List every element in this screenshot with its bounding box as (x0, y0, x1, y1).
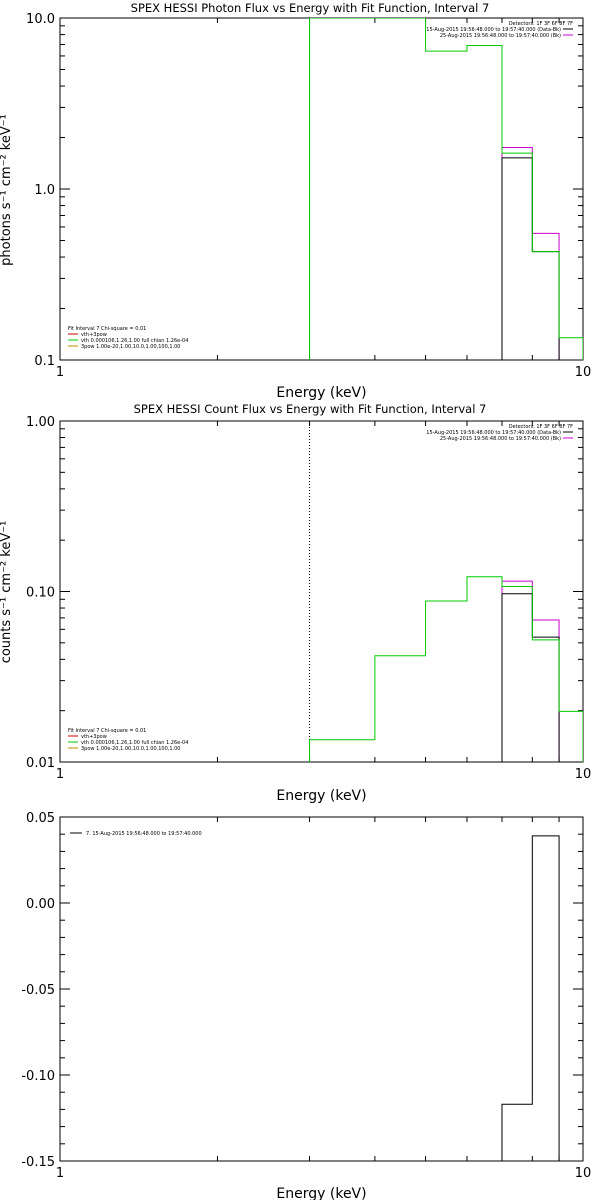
fit-legend-entry: vth+3pow (81, 332, 107, 338)
x-tick-label: 10 (575, 767, 592, 782)
x-tick-label: 1 (56, 365, 64, 380)
y-axis-label: counts s⁻¹ cm⁻² keV⁻¹ (0, 521, 14, 664)
y-axis: -0.15 -0.10 -0.05 0.00 0.05 (21, 811, 583, 1170)
time-range-legend-entry: 15-Aug-2015 19:56:48.000 to 19:57:40.000… (426, 27, 561, 33)
y-axis-label: photons s⁻¹ cm⁻² keV⁻¹ (0, 114, 14, 266)
chart-title: SPEX HESSI Count Flux vs Energy with Fit… (134, 402, 487, 416)
y-tick-label: 0.05 (26, 811, 55, 826)
panel-3: 1 10 Energy (keV) -0.15 -0.10 -0.05 0.00 0.05 7.… (21, 811, 591, 1200)
y-tick-label: 0.00 (26, 897, 55, 912)
y-tick-label: -0.05 (21, 983, 55, 998)
plot-frame (59, 816, 584, 1162)
histogram-series (501, 593, 560, 762)
x-axis-label: Energy (keV) (276, 788, 366, 804)
fit-legend-entry: vth 0.000106,1.26,1.00 full chian 1.26e-… (81, 338, 188, 344)
fit-legend-entry: vth 0.000106,1.26,1.00 full chian 1.26e-… (81, 740, 188, 746)
x-tick-label: 10 (575, 365, 592, 380)
x-tick-label: 1 (56, 1166, 64, 1181)
series-group (309, 576, 583, 762)
histogram-series (309, 576, 583, 762)
y-axis: 0.01 0.10 1.00 (26, 415, 583, 771)
time-range-legend-entry: 15-Aug-2015 19:56:48.000 to 19:57:40.000… (426, 430, 561, 436)
panel-2: SPEX HESSI Count Flux vs Energy with Fit… (0, 402, 591, 804)
x-tick-label: 10 (575, 1166, 592, 1181)
detectors-legend: Detectors: 1F 3F 6F 8F 7F (509, 424, 573, 430)
fit-legend-entry: 3pow 1.00e-20,1.00,10.0,1.00,100,1.00 (81, 746, 181, 752)
histogram-series (501, 580, 560, 762)
fit-legend-header: Fit Interval 7 Chi-square = 0.01 (68, 326, 146, 332)
plot-frame (59, 420, 584, 763)
x-tick-label: 1 (56, 767, 64, 782)
y-tick-label: -0.10 (21, 1069, 55, 1084)
fit-legend-entry: vth+3pow (81, 734, 107, 740)
x-axis-label: Energy (keV) (276, 385, 366, 401)
y-tick-label: 0.01 (26, 756, 55, 771)
histogram-series (501, 835, 560, 1161)
series-group (309, 18, 583, 360)
detectors-legend: Detectors: 1F 3F 6F 8F 7F (509, 21, 573, 27)
fit-legend-entry: 3pow 1.00e-20,1.00,10.0,1.00,100,1.00 (81, 344, 181, 350)
fit-legend-header: Fit Interval 7 Chi-square = 0.01 (68, 728, 146, 734)
y-axis: 0.1 1.0 10.0 (26, 12, 583, 369)
time-range-legend-entry: 25-Aug-2015 19:56:48.000 to 19:57:40.000… (440, 436, 561, 442)
interval-legend-entry: 7. 15-Aug-2015 19:56:48.000 to 19:57:40.… (86, 831, 202, 837)
y-tick-label: 1.00 (26, 415, 55, 430)
panel-1: SPEX HESSI Photon Flux vs Energy with Fi… (0, 1, 591, 401)
time-range-legend-entry: 25-Aug-2015 19:56:48.000 to 19:57:40.000… (440, 33, 561, 39)
histogram-series (501, 157, 560, 360)
y-tick-label: 0.1 (34, 354, 55, 369)
histogram-series (309, 18, 583, 360)
y-tick-label: 0.10 (26, 586, 55, 601)
y-tick-label: -0.15 (21, 1155, 55, 1170)
series-group (501, 835, 560, 1161)
x-axis: 1 10 (56, 817, 591, 1181)
y-tick-label: 1.0 (34, 183, 55, 198)
y-tick-label: 10.0 (26, 12, 55, 27)
x-axis-label: Energy (keV) (276, 1186, 366, 1200)
chart-title: SPEX HESSI Photon Flux vs Energy with Fi… (131, 1, 490, 15)
plot-frame (59, 17, 584, 361)
histogram-series (501, 146, 560, 360)
